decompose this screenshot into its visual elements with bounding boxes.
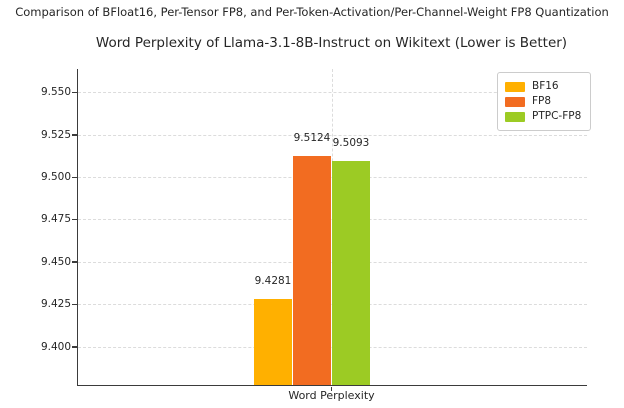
y-tick-mark xyxy=(72,303,77,306)
y-tick-mark xyxy=(72,134,77,136)
figure-suptitle: Comparison of BFloat16, Per-Tensor FP8, … xyxy=(15,5,609,19)
legend-entry-ptpc-fp8: PTPC-FP8 xyxy=(505,110,581,123)
bar-value-label: 9.5093 xyxy=(332,137,370,150)
plot-area: 9.4281 9.5124 9.5093 xyxy=(77,69,587,386)
legend-swatch-icon xyxy=(505,81,525,92)
bar-bf16 xyxy=(254,299,292,385)
bar-ptpc-fp8 xyxy=(332,161,370,385)
bar-fp8 xyxy=(293,156,331,385)
y-tick-mark xyxy=(72,91,77,94)
legend: BF16 FP8 PTPC-FP8 xyxy=(497,72,592,131)
legend-swatch-icon xyxy=(505,96,525,107)
bar-value-label: 9.5124 xyxy=(293,132,331,144)
y-tick-label: 9.550 xyxy=(40,86,71,99)
x-tick-mark xyxy=(330,386,332,391)
legend-label: PTPC-FP8 xyxy=(532,110,582,122)
y-tick-label: 9.425 xyxy=(40,298,71,311)
chart-title: Word Perplexity of Llama-3.1-8B-Instruct… xyxy=(95,35,568,51)
y-tick-mark xyxy=(72,176,77,179)
legend-entry-bf16: BF16 xyxy=(505,80,581,93)
y-tick-label: 9.475 xyxy=(40,213,71,226)
y-tick-label: 9.525 xyxy=(40,128,71,141)
y-tick-label: 9.450 xyxy=(40,255,71,268)
y-tick-label: 9.500 xyxy=(40,171,71,184)
legend-label: BF16 xyxy=(532,80,559,92)
legend-entry-fp8: FP8 xyxy=(505,95,581,108)
y-tick-mark xyxy=(72,346,77,348)
y-tick-mark xyxy=(72,218,77,221)
y-tick-label: 9.400 xyxy=(40,340,71,353)
bar-value-label: 9.4281 xyxy=(254,275,292,287)
x-axis-label: Word Perplexity xyxy=(288,389,375,402)
legend-swatch-icon xyxy=(505,111,525,122)
legend-label: FP8 xyxy=(532,95,552,107)
y-tick-mark xyxy=(72,261,77,263)
